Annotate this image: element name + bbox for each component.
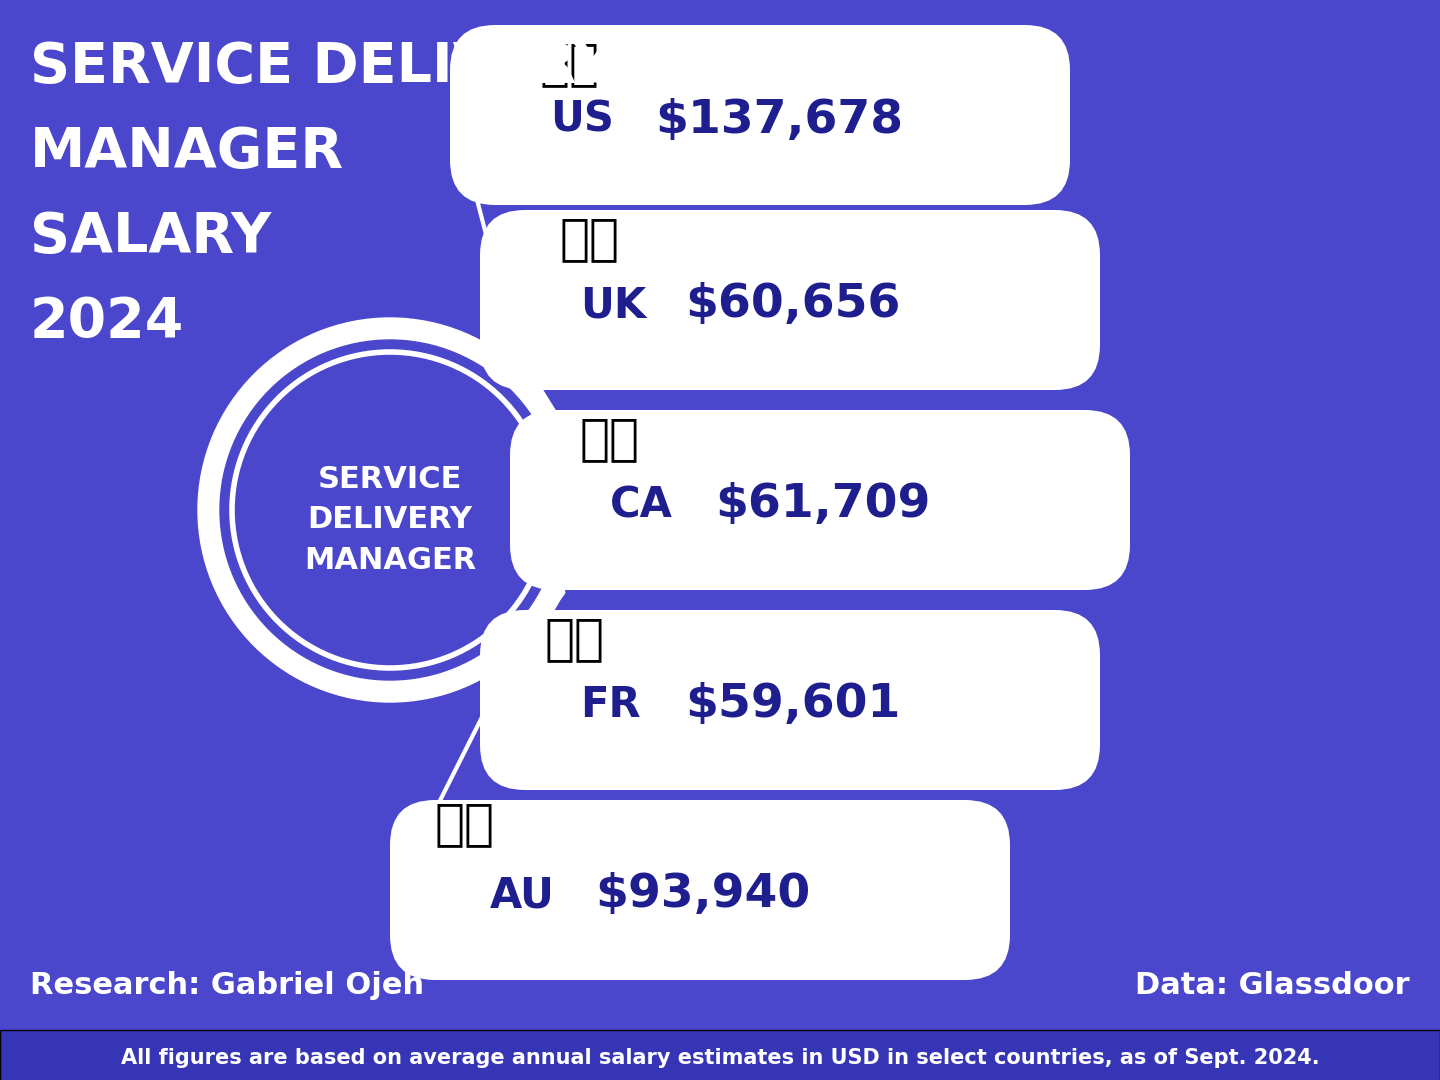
FancyBboxPatch shape xyxy=(480,210,1100,390)
Text: 🇬🇧: 🇬🇧 xyxy=(560,215,621,264)
Text: SERVICE DELIVERY: SERVICE DELIVERY xyxy=(30,40,613,94)
Text: 🇫🇷: 🇫🇷 xyxy=(544,615,605,663)
Text: All figures are based on average annual salary estimates in USD in select countr: All figures are based on average annual … xyxy=(121,1048,1319,1068)
Text: SALARY: SALARY xyxy=(30,210,271,264)
Circle shape xyxy=(199,318,582,702)
Text: SERVICE
DELIVERY
MANAGER: SERVICE DELIVERY MANAGER xyxy=(304,465,477,575)
FancyBboxPatch shape xyxy=(510,410,1130,590)
Text: $137,678: $137,678 xyxy=(655,97,903,143)
Text: 🇨🇦: 🇨🇦 xyxy=(580,415,639,463)
Text: UK: UK xyxy=(580,284,647,326)
Text: $61,709: $61,709 xyxy=(716,483,930,527)
FancyBboxPatch shape xyxy=(449,25,1070,205)
Text: US: US xyxy=(550,99,613,141)
Text: Data: Glassdoor: Data: Glassdoor xyxy=(1135,971,1410,999)
Text: $60,656: $60,656 xyxy=(685,283,900,327)
FancyBboxPatch shape xyxy=(390,800,1009,980)
Circle shape xyxy=(220,340,560,680)
FancyBboxPatch shape xyxy=(0,1030,1440,1080)
Text: 2024: 2024 xyxy=(30,295,184,349)
FancyBboxPatch shape xyxy=(480,610,1100,789)
Text: MANAGER: MANAGER xyxy=(30,125,344,179)
Text: $59,601: $59,601 xyxy=(685,683,900,728)
Text: $93,940: $93,940 xyxy=(595,873,811,918)
Text: FR: FR xyxy=(580,684,641,726)
Text: CA: CA xyxy=(611,484,672,526)
Text: 🇺🇸: 🇺🇸 xyxy=(540,40,600,87)
Text: Research: Gabriel Ojeh: Research: Gabriel Ojeh xyxy=(30,971,425,999)
Text: 🇦🇺: 🇦🇺 xyxy=(435,800,495,848)
Text: AU: AU xyxy=(490,874,554,916)
